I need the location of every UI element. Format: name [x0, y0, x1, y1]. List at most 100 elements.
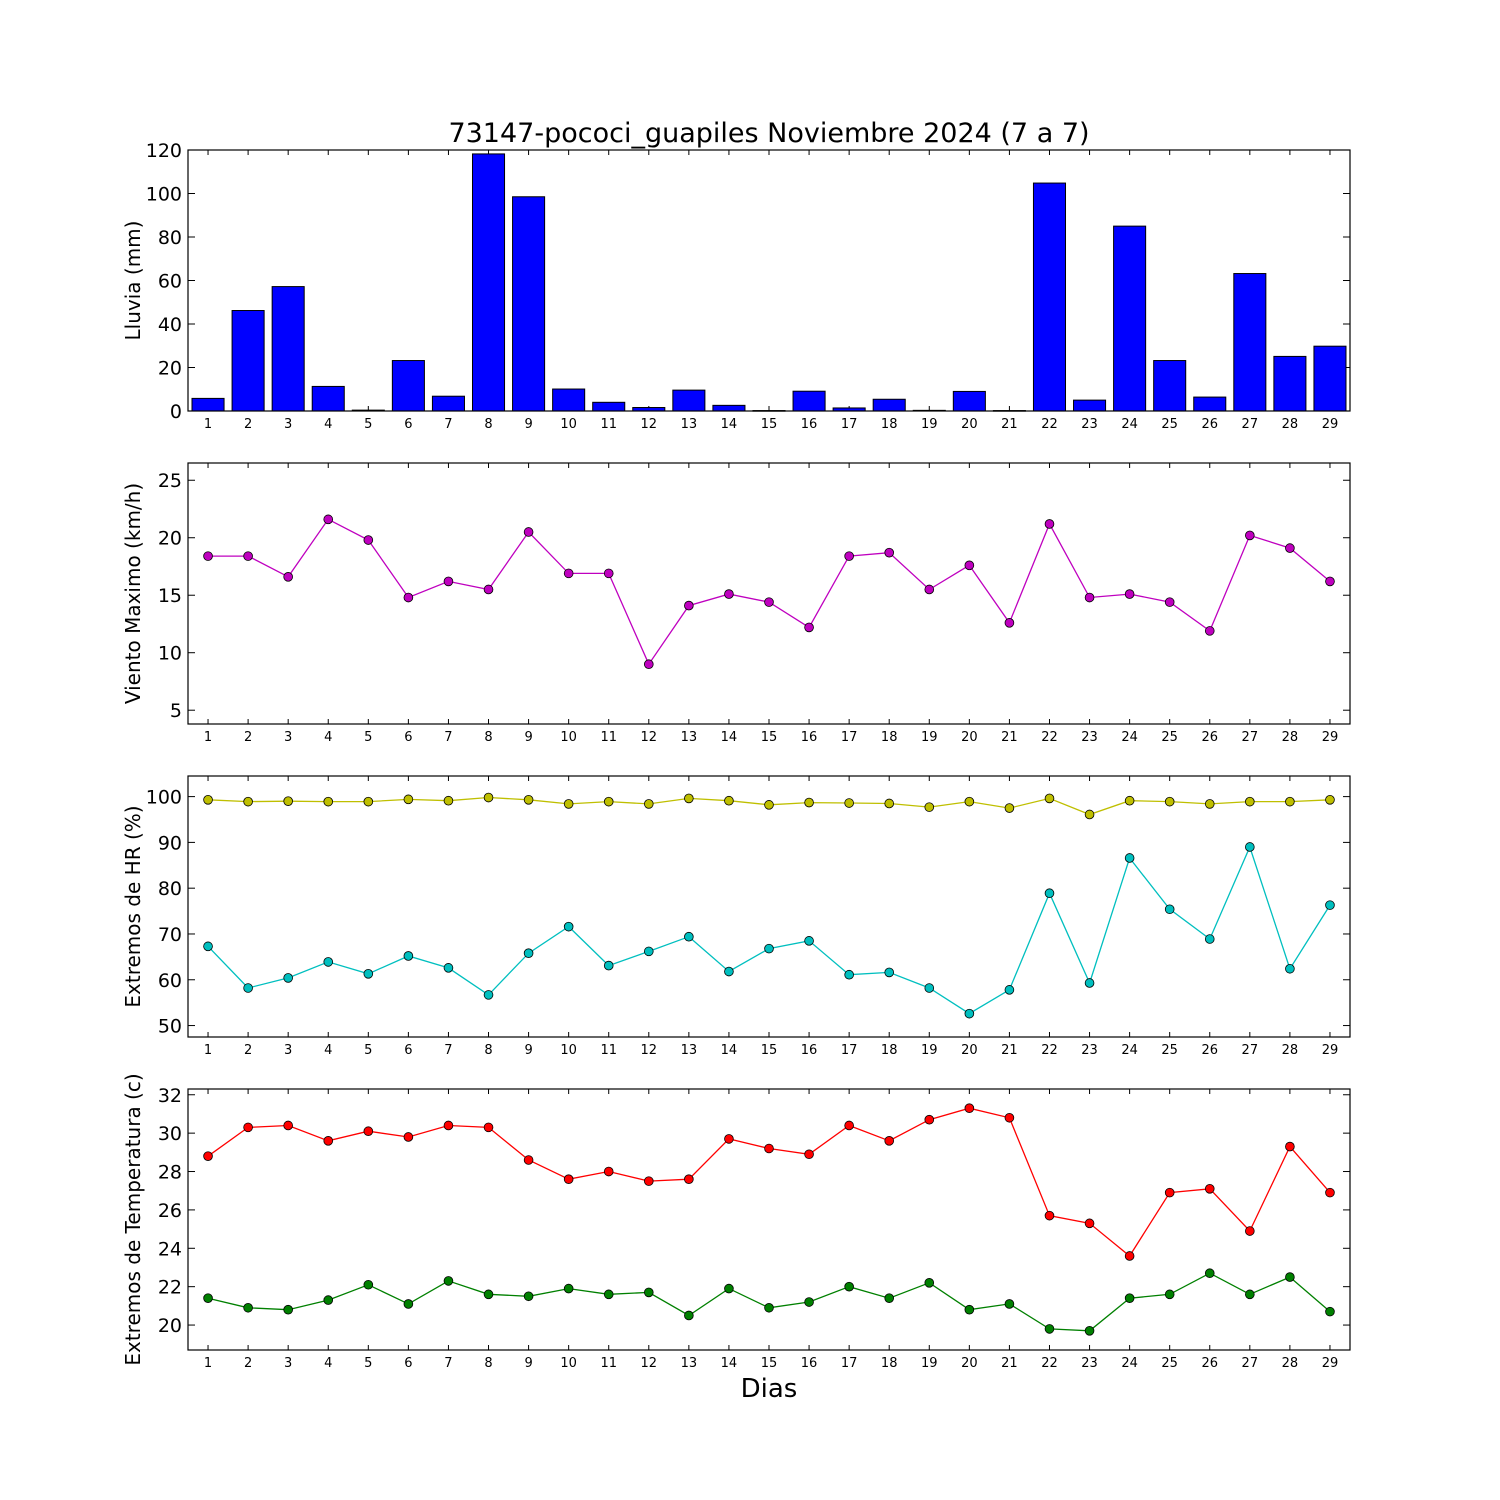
rain-bar [1073, 399, 1107, 412]
data-point [523, 1155, 534, 1165]
data-point [1004, 985, 1015, 995]
x-tick-label: 23 [1081, 1356, 1098, 1371]
data-point [924, 584, 935, 595]
x-tick-label: 28 [1282, 1356, 1299, 1371]
data-point [283, 796, 293, 806]
x-tick-label: 21 [1001, 1356, 1018, 1371]
data-point [804, 936, 814, 946]
x-tick-label: 21 [1001, 417, 1018, 432]
x-axis-label: Dias [741, 1374, 798, 1404]
x-tick-label: 9 [524, 730, 532, 745]
data-point [643, 1287, 654, 1298]
data-point [764, 1143, 774, 1154]
data-point [323, 957, 334, 967]
data-point [1204, 1268, 1215, 1279]
data-point [804, 1297, 814, 1307]
x-tick-label: 18 [881, 1043, 898, 1058]
data-point [764, 597, 774, 607]
rain-bar [672, 389, 706, 412]
data-point [523, 948, 534, 959]
x-tick-label: 1 [204, 730, 212, 745]
x-tick-label: 6 [404, 730, 412, 745]
x-tick-label: 28 [1282, 417, 1299, 432]
x-tick-label: 22 [1041, 730, 1058, 745]
data-point [403, 1132, 414, 1142]
x-tick-label: 29 [1322, 1356, 1339, 1371]
x-tick-label: 14 [721, 417, 738, 432]
rain-bar [311, 385, 345, 412]
data-point [884, 967, 895, 978]
data-point [283, 1120, 293, 1131]
data-point [603, 568, 614, 579]
x-tick-label: 20 [961, 1043, 978, 1058]
x-tick-label: 9 [524, 417, 532, 432]
data-point [684, 793, 694, 804]
x-tick-label: 7 [444, 1356, 452, 1371]
data-point [523, 527, 534, 537]
data-point [563, 921, 574, 932]
x-tick-label: 25 [1161, 1356, 1178, 1371]
data-point [1124, 853, 1135, 863]
data-point [884, 798, 895, 809]
rain-bar [792, 390, 826, 412]
data-point [363, 1279, 374, 1290]
data-point [643, 799, 654, 809]
y-tick-label: 10 [158, 643, 182, 665]
data-point [1044, 1324, 1055, 1334]
rain-bar [431, 395, 465, 412]
data-point [1124, 1251, 1135, 1261]
data-point [403, 1299, 414, 1309]
data-point [443, 576, 454, 587]
x-tick-label: 24 [1121, 417, 1138, 432]
x-tick-label: 5 [364, 1356, 372, 1371]
data-point [684, 1174, 694, 1184]
x-tick-label: 22 [1041, 1356, 1058, 1371]
x-tick-label: 24 [1121, 730, 1138, 745]
x-tick-label: 19 [921, 730, 938, 745]
data-point [283, 973, 293, 983]
x-tick-label: 2 [244, 417, 252, 432]
rain-bar [1233, 273, 1267, 412]
data-point [764, 943, 774, 954]
x-tick-label: 29 [1322, 417, 1339, 432]
x-tick-label: 25 [1161, 730, 1178, 745]
x-tick-label: 25 [1161, 1043, 1178, 1058]
rain-bar [1273, 355, 1307, 412]
data-point [1285, 796, 1295, 807]
data-point [1325, 900, 1335, 910]
data-point [603, 960, 614, 971]
data-point [243, 551, 253, 561]
data-point [363, 535, 374, 545]
y-tick-label: 22 [158, 1277, 182, 1299]
x-tick-label: 10 [560, 417, 577, 432]
y-axis-label: Viento Maximo (km/h) [121, 483, 145, 704]
data-point [1084, 978, 1095, 988]
y-axis-label: Extremos de HR (%) [121, 805, 145, 1007]
x-tick-label: 27 [1242, 417, 1259, 432]
data-point [1164, 796, 1175, 807]
data-point [724, 966, 734, 977]
data-point [243, 1122, 253, 1133]
data-point [603, 1289, 614, 1300]
x-tick-label: 23 [1081, 730, 1098, 745]
data-point [1004, 618, 1015, 628]
y-tick-label: 40 [158, 314, 182, 336]
data-point [203, 941, 213, 952]
x-tick-label: 5 [364, 417, 372, 432]
data-point [804, 797, 814, 808]
x-tick-label: 19 [921, 1356, 938, 1371]
rain-bar [952, 390, 986, 412]
data-point [403, 951, 414, 961]
x-tick-label: 8 [484, 1356, 492, 1371]
data-point [1084, 1326, 1095, 1336]
x-tick-label: 14 [721, 1043, 738, 1058]
rain-bar [1193, 396, 1227, 412]
data-point [1285, 963, 1295, 974]
x-tick-label: 18 [881, 730, 898, 745]
y-axis-label: Extremos de Temperatura (c) [121, 1073, 145, 1365]
